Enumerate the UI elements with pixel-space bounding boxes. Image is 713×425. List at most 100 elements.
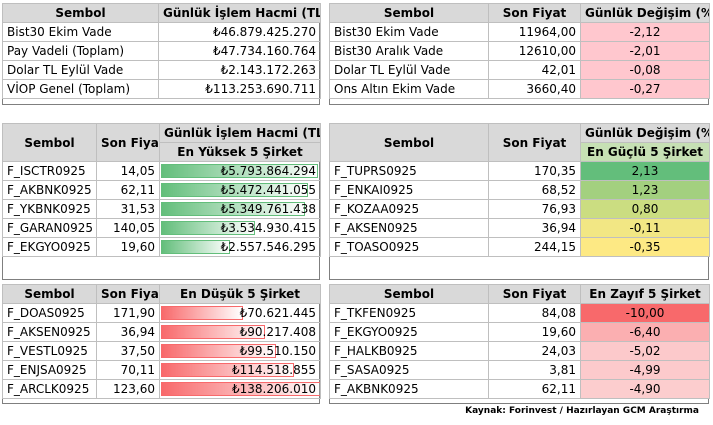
price-cell: 42,01 (488, 60, 581, 80)
volume-summary-table: Sembol Günlük İşlem Hacmi (TL) Bist30 Ek… (2, 3, 321, 99)
weakest-table: Sembol Son Fiyat En Zayıf 5 Şirket F_TKF… (329, 284, 710, 399)
volume-value: ₺138.206.010 (232, 382, 316, 396)
price-cell: 14,05 (96, 161, 160, 181)
table-row: Bist30 Aralık Vade 12610,00 -2,01 (329, 41, 710, 61)
subheader-row: En Güçlü 5 Şirket (330, 142, 710, 162)
volume-bar-cell: ₺114.518.855 (159, 360, 321, 380)
volume-value: ₺99.510.150 (239, 344, 316, 358)
change-cell: -4,90 (580, 379, 710, 399)
volume-bar-cell: ₺5.793.864.294 (159, 161, 321, 181)
col-header: En Zayıf 5 Şirket (580, 284, 710, 304)
col-header: Günlük İşlem Hacmi (TL) (159, 123, 321, 143)
source-note: Kaynak: Forinvest / Hazırlayan GCM Araşt… (465, 406, 699, 416)
symbol-cell: F_AKSEN0925 (329, 218, 489, 238)
header-row: Sembol Son Fiyat En Zayıf 5 Şirket (329, 284, 710, 304)
volume-bar (161, 221, 256, 235)
price-cell: 123,60 (96, 379, 160, 399)
table-row: VİOP Genel (Toplam) ₺113.253.690.711 (2, 79, 321, 99)
change-cell: -10,00 (580, 303, 710, 323)
volume-cell: ₺47.734.160.764 (158, 41, 321, 61)
symbol-cell: F_TUPRS0925 (329, 161, 489, 181)
top-volume-table: Sembol Son Fiyat Günlük İşlem Hacmi (TL)… (2, 123, 321, 257)
volume-bar (161, 382, 320, 396)
symbol-cell: F_ISCTR0925 (2, 161, 97, 181)
table-row: F_ENJSA0925 70,11 ₺114.518.855 (2, 360, 321, 380)
col-header: Son Fiyat (488, 284, 581, 304)
price-cell: 140,05 (96, 218, 160, 238)
col-header: Sembol (329, 3, 489, 23)
change-cell: -0,35 (580, 237, 710, 257)
col-header: Sembol (329, 123, 489, 162)
volume-cell: ₺113.253.690.711 (158, 79, 321, 99)
volume-bar (161, 164, 318, 178)
symbol-cell: Bist30 Ekim Vade (329, 22, 489, 42)
symbol-cell: Dolar TL Eylül Vade (2, 60, 159, 80)
volume-value: ₺5.793.864.294 (220, 164, 316, 178)
col-header: Sembol (2, 3, 159, 23)
table-row: F_AKSEN0925 36,94 ₺90.217.408 (2, 322, 321, 342)
volume-value: ₺5.349.761.438 (220, 202, 316, 216)
price-cell: 68,52 (488, 180, 581, 200)
table-row: F_TOASO0925 244,15 -0,35 (329, 237, 710, 257)
volume-value: ₺5.472.441.055 (220, 183, 316, 197)
price-cell: 11964,00 (488, 22, 581, 42)
table-row: Pay Vadeli (Toplam) ₺47.734.160.764 (2, 41, 321, 61)
col-header: Son Fiyat (488, 3, 581, 23)
price-cell: 37,50 (96, 341, 160, 361)
table-row: F_ISCTR0925 14,05 ₺5.793.864.294 (2, 161, 321, 181)
table-row: F_GARAN0925 140,05 ₺3.534.930.415 (2, 218, 321, 238)
symbol-cell: F_TKFEN0925 (329, 303, 489, 323)
price-cell: 171,90 (96, 303, 160, 323)
symbol-cell: F_AKBNK0925 (2, 180, 97, 200)
volume-bar (161, 240, 230, 254)
volume-bar-cell: ₺5.472.441.055 (159, 180, 321, 200)
volume-bar-cell: ₺3.534.930.415 (159, 218, 321, 238)
symbol-cell: F_DOAS0925 (2, 303, 97, 323)
table-row: F_VESTL0925 37,50 ₺99.510.150 (2, 341, 321, 361)
header-row: Sembol Son Fiyat Günlük Değişim (%) (329, 123, 710, 162)
table-row: F_AKBNK0925 62,11 -4,90 (329, 379, 710, 399)
price-cell: 36,94 (96, 322, 160, 342)
subheader: En Yüksek 5 Şirket (159, 142, 321, 162)
table-row: F_TKFEN0925 84,08 -10,00 (329, 303, 710, 323)
change-cell: -0,11 (580, 218, 710, 238)
symbol-cell: F_SASA0925 (329, 360, 489, 380)
change-cell: -0,27 (580, 79, 710, 99)
header-row: Sembol Son Fiyat Günlük Değişim (%) (329, 3, 710, 23)
price-cell: 31,53 (96, 199, 160, 219)
symbol-cell: F_TOASO0925 (329, 237, 489, 257)
price-cell: 170,35 (488, 161, 581, 181)
price-cell: 19,60 (488, 322, 581, 342)
table-row: F_HALKB0925 24,03 -5,02 (329, 341, 710, 361)
price-cell: 3660,40 (488, 79, 581, 99)
col-header: Son Fiyat (96, 284, 160, 304)
price-cell: 12610,00 (488, 41, 581, 61)
symbol-cell: Pay Vadeli (Toplam) (2, 41, 159, 61)
table-row: F_ENKAI0925 68,52 1,23 (329, 180, 710, 200)
col-header: Günlük İşlem Hacmi (TL) (158, 3, 321, 23)
header-row: Sembol Son Fiyat Günlük İşlem Hacmi (TL) (2, 123, 321, 162)
symbol-cell: F_GARAN0925 (2, 218, 97, 238)
subheader: En Güçlü 5 Şirket (580, 142, 710, 162)
symbol-cell: F_VESTL0925 (2, 341, 97, 361)
table-row: Dolar TL Eylül Vade ₺2.143.172.263 (2, 60, 321, 80)
price-cell: 62,11 (488, 379, 581, 399)
volume-bar (161, 363, 294, 377)
strongest-table: Sembol Son Fiyat Günlük Değişim (%) En G… (329, 123, 710, 257)
header-row: Sembol Son Fiyat En Düşük 5 Şirket (2, 284, 321, 304)
volume-bar-cell: ₺5.349.761.438 (159, 199, 321, 219)
volume-bar (161, 325, 265, 339)
volume-value: ₺3.534.930.415 (220, 221, 316, 235)
symbol-cell: F_AKBNK0925 (329, 379, 489, 399)
table-row: F_EKGYO0925 19,60 ₺2.557.546.295 (2, 237, 321, 257)
change-cell: 2,13 (580, 161, 710, 181)
change-cell: -4,99 (580, 360, 710, 380)
volume-value: ₺90.217.408 (239, 325, 316, 339)
col-header: Günlük Değişim (%) (580, 123, 710, 143)
volume-bar-cell: ₺70.621.445 (159, 303, 321, 323)
change-cell: -2,12 (580, 22, 710, 42)
symbol-cell: F_EKGYO0925 (329, 322, 489, 342)
symbol-cell: VİOP Genel (Toplam) (2, 79, 159, 99)
symbol-cell: F_KOZAA0925 (329, 199, 489, 219)
table-row: Ons Altın Ekim Vade 3660,40 -0,27 (329, 79, 710, 99)
